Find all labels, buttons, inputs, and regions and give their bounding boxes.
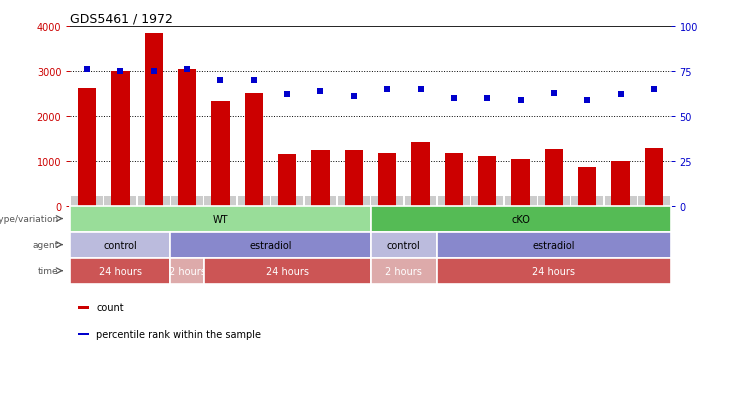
Point bbox=[147, 69, 160, 75]
Bar bbox=[144, 33, 163, 206]
Bar bbox=[345, 150, 363, 206]
Bar bbox=[511, 159, 530, 206]
Bar bbox=[211, 102, 230, 206]
Point bbox=[215, 77, 227, 84]
Point bbox=[614, 92, 626, 98]
Point bbox=[381, 86, 393, 93]
Point bbox=[114, 69, 126, 75]
Text: control: control bbox=[387, 240, 421, 251]
Bar bbox=[578, 167, 597, 206]
Bar bbox=[611, 161, 630, 206]
Point bbox=[548, 90, 560, 97]
Text: 24 hours: 24 hours bbox=[532, 266, 576, 277]
Bar bbox=[445, 154, 463, 206]
Text: agent: agent bbox=[33, 240, 59, 249]
Point bbox=[181, 66, 193, 73]
Bar bbox=[78, 306, 90, 309]
Text: cKO: cKO bbox=[511, 214, 530, 225]
Bar bbox=[111, 72, 130, 206]
Point bbox=[247, 77, 259, 84]
Text: count: count bbox=[96, 302, 124, 312]
Bar bbox=[78, 333, 90, 335]
Bar bbox=[378, 154, 396, 206]
Text: time: time bbox=[38, 266, 59, 275]
Point bbox=[348, 94, 360, 100]
Text: estradiol: estradiol bbox=[249, 240, 292, 251]
Point bbox=[514, 97, 526, 104]
Point bbox=[281, 92, 293, 98]
Point bbox=[81, 66, 93, 73]
Text: GDS5461 / 1972: GDS5461 / 1972 bbox=[70, 13, 173, 26]
Bar bbox=[545, 150, 563, 206]
Text: control: control bbox=[104, 240, 137, 251]
Text: 24 hours: 24 hours bbox=[99, 266, 142, 277]
Text: 2 hours: 2 hours bbox=[385, 266, 422, 277]
Bar bbox=[245, 94, 263, 206]
Bar bbox=[645, 149, 663, 206]
Text: WT: WT bbox=[213, 214, 228, 225]
Bar bbox=[411, 143, 430, 206]
Bar bbox=[278, 155, 296, 206]
Bar bbox=[311, 150, 330, 206]
Text: 24 hours: 24 hours bbox=[265, 266, 309, 277]
Text: genotype/variation: genotype/variation bbox=[0, 214, 59, 223]
Point bbox=[314, 88, 326, 95]
Bar bbox=[78, 89, 96, 206]
Text: 2 hours: 2 hours bbox=[169, 266, 205, 277]
Point bbox=[648, 86, 659, 93]
Point bbox=[415, 86, 427, 93]
Point bbox=[448, 95, 459, 102]
Text: estradiol: estradiol bbox=[533, 240, 575, 251]
Point bbox=[482, 95, 494, 102]
Text: percentile rank within the sample: percentile rank within the sample bbox=[96, 329, 261, 339]
Bar bbox=[178, 69, 196, 206]
Bar bbox=[478, 157, 496, 206]
Point bbox=[581, 97, 593, 104]
